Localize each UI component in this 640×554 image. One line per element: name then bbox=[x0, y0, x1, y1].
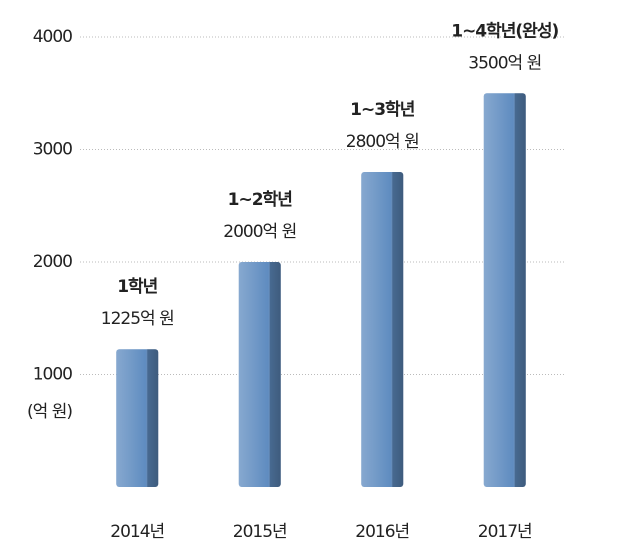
value-label: 2800억 원 bbox=[346, 132, 419, 152]
bar-label: 1~4학년(완성) bbox=[451, 21, 558, 41]
bar-shade bbox=[238, 262, 281, 487]
y-axis-label: (억 원) bbox=[27, 402, 72, 422]
x-tick-label: 2016년 bbox=[355, 522, 409, 542]
bar-label: 1~2학년 bbox=[228, 190, 293, 210]
bar-label: 1~3학년 bbox=[350, 100, 415, 120]
bar-label: 1학년 bbox=[117, 277, 157, 297]
x-tick-label: 2014년 bbox=[110, 522, 164, 542]
value-label: 2000억 원 bbox=[223, 222, 296, 242]
y-tick-label: 2000 bbox=[33, 252, 72, 272]
x-tick-label: 2017년 bbox=[478, 522, 532, 542]
y-tick-label: 1000 bbox=[33, 365, 72, 385]
bar-shade bbox=[361, 172, 404, 487]
x-tick-label: 2015년 bbox=[233, 522, 287, 542]
bar-shade bbox=[483, 93, 526, 487]
y-tick-label: 4000 bbox=[33, 27, 72, 47]
value-label: 1225억 원 bbox=[101, 309, 174, 329]
value-label: 3500억 원 bbox=[468, 53, 541, 73]
bar-shade bbox=[116, 349, 159, 487]
y-tick-label: 3000 bbox=[33, 140, 72, 160]
